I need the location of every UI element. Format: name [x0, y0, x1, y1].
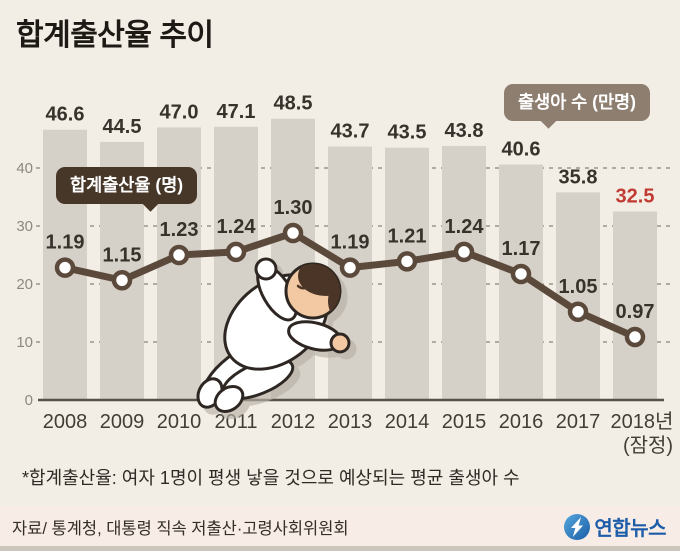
svg-text:1.19: 1.19 [331, 232, 370, 254]
svg-text:2016: 2016 [499, 411, 544, 433]
bottom-band [0, 546, 680, 551]
baby-hair [298, 264, 340, 317]
svg-text:1.17: 1.17 [502, 238, 541, 260]
x-axis: 2008 2009 2010 2011 2012 2013 2014 2015 2016 2017… [38, 398, 674, 457]
svg-text:47.0: 47.0 [160, 101, 199, 123]
fertility-line [54, 222, 646, 348]
svg-text:47.1: 47.1 [217, 101, 256, 123]
svg-text:32.5: 32.5 [616, 186, 655, 208]
svg-text:20: 20 [16, 276, 33, 293]
footer-bar: 자료/ 통계청, 대통령 직속 저출산·고령사회위원회 연합뉴스 [0, 506, 680, 551]
svg-text:0: 0 [25, 392, 33, 409]
svg-text:2010: 2010 [157, 411, 202, 433]
svg-text:48.5: 48.5 [274, 93, 313, 115]
svg-text:1.30: 1.30 [274, 197, 313, 219]
svg-text:1.24: 1.24 [217, 216, 257, 238]
baby-closed-eyes [296, 283, 326, 290]
svg-text:10: 10 [16, 334, 33, 351]
footnote: *합계출산율: 여자 1명이 평생 낳을 것으로 예상되는 평균 출생아 수 [22, 468, 520, 488]
svg-text:2014: 2014 [385, 411, 430, 433]
svg-text:46.6: 46.6 [46, 104, 85, 126]
svg-text:1.21: 1.21 [388, 225, 427, 247]
svg-text:2008: 2008 [43, 411, 88, 433]
fertility-rate-legend-bubble: 합계출산율 (명) [56, 167, 198, 204]
svg-text:2017: 2017 [556, 411, 601, 433]
svg-text:30: 30 [16, 218, 33, 235]
source-text: 자료/ 통계청, 대통령 직속 저출산·고령사회위원회 [12, 519, 349, 538]
svg-text:1.15: 1.15 [103, 244, 142, 266]
svg-text:0.97: 0.97 [616, 301, 655, 323]
svg-text:35.8: 35.8 [559, 166, 598, 188]
baby-illustration [196, 257, 351, 413]
svg-text:43.5: 43.5 [388, 122, 427, 144]
page-title: 합계출산율 추이 [16, 19, 214, 52]
svg-text:40.6: 40.6 [502, 139, 541, 161]
yonhap-lightning-icon [564, 513, 591, 540]
svg-text:43.7: 43.7 [331, 121, 370, 143]
svg-text:2013: 2013 [328, 411, 373, 433]
svg-text:1.24: 1.24 [445, 216, 485, 238]
yonhap-logo: 연합뉴스 [563, 512, 666, 541]
svg-text:40: 40 [16, 160, 33, 177]
svg-text:2009: 2009 [100, 411, 145, 433]
svg-text:2018년: 2018년 [611, 410, 674, 433]
svg-text:44.5: 44.5 [103, 116, 142, 138]
svg-text:2012: 2012 [271, 411, 316, 433]
births-legend-bubble: 출생아 수 (만명) [504, 84, 650, 121]
logo-text: 연합뉴스 [594, 518, 666, 540]
svg-text:2015: 2015 [442, 411, 487, 433]
svg-text:1.19: 1.19 [46, 232, 85, 254]
svg-text:1.05: 1.05 [559, 276, 598, 298]
svg-text:1.23: 1.23 [160, 219, 199, 241]
svg-text:43.8: 43.8 [445, 120, 484, 142]
value-labels: 46.6 44.5 47.0 47.1 48.5 43.7 43.5 43.8 40.6 35.8… [46, 93, 655, 323]
svg-text:(잠정): (잠정) [623, 434, 673, 457]
svg-text:2011: 2011 [214, 411, 257, 433]
